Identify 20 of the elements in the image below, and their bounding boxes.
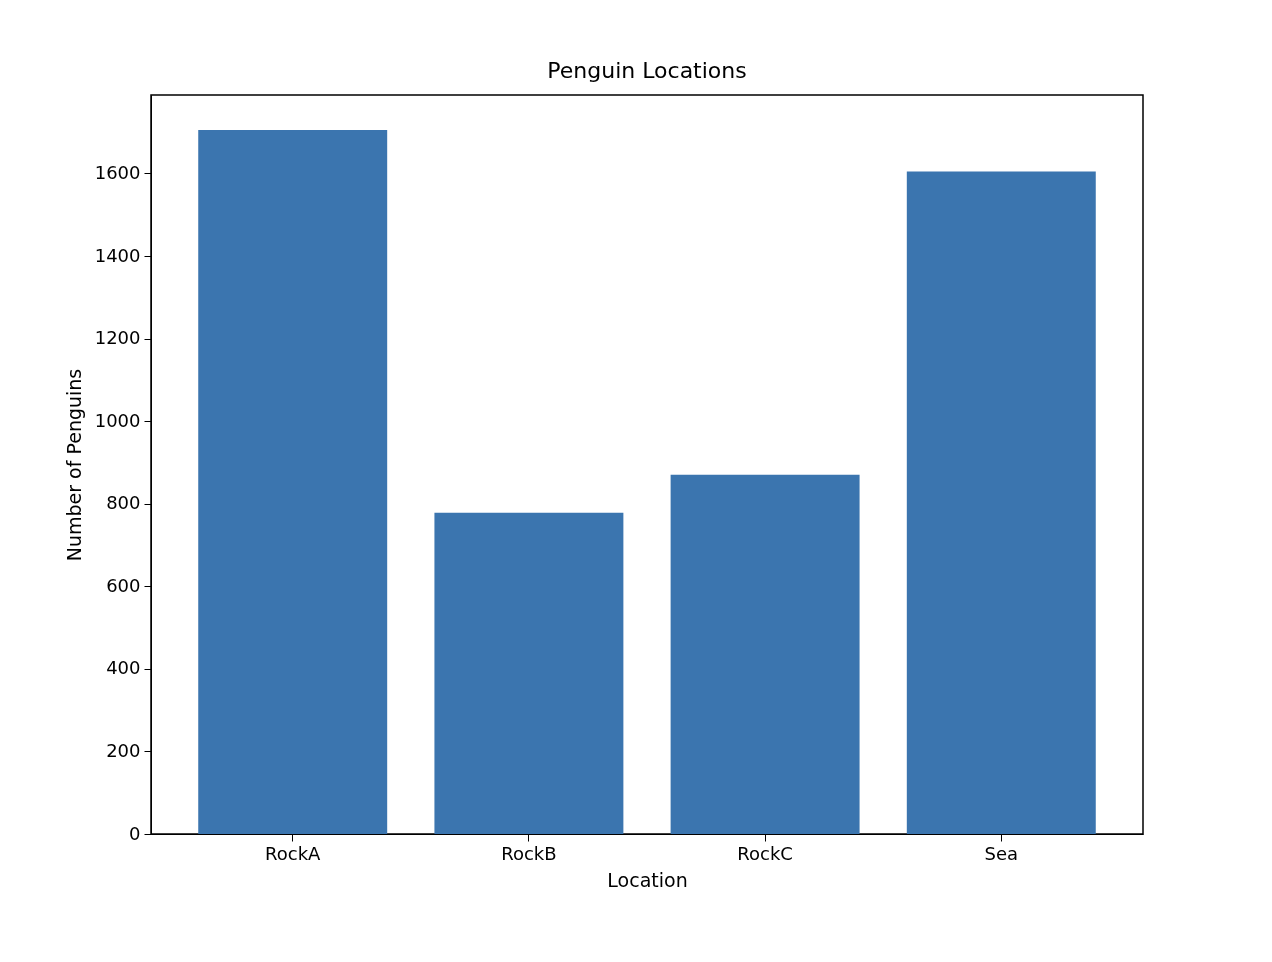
x-tick-label: RockB	[501, 842, 557, 864]
bar	[434, 512, 624, 834]
chart-title: Penguin Locations	[547, 58, 747, 83]
x-tick-label: Sea	[984, 842, 1019, 864]
y-tick-label: 1600	[94, 161, 141, 183]
bar	[906, 171, 1096, 834]
y-tick-label: 600	[106, 574, 141, 596]
y-tick-label: 1200	[94, 327, 141, 349]
y-axis-title: Number of Penguins	[62, 368, 85, 562]
y-tick-label: 1400	[94, 244, 141, 266]
x-tick-label: RockA	[265, 842, 322, 864]
x-tick-label: RockC	[737, 842, 793, 864]
y-tick-label: 0	[129, 822, 141, 844]
bar	[670, 474, 860, 834]
bar	[198, 130, 388, 834]
y-tick-label: 1000	[94, 409, 141, 431]
y-tick-label: 200	[106, 739, 141, 761]
x-axis-title: Location	[607, 868, 688, 891]
y-tick-label: 800	[106, 492, 141, 514]
y-tick-label: 400	[106, 657, 141, 679]
